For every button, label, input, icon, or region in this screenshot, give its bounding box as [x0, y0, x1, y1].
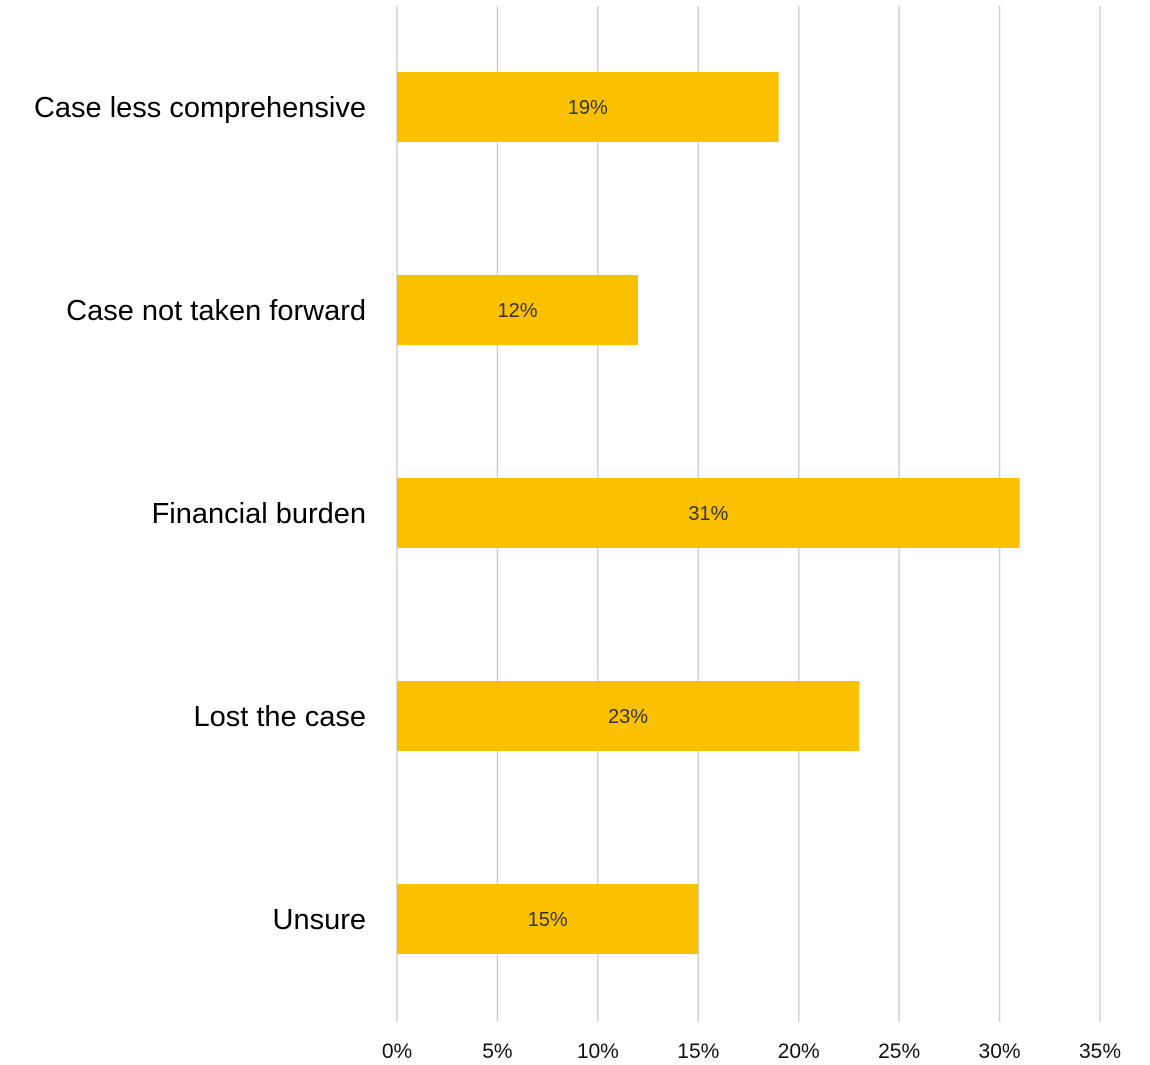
x-tick-label: 30%: [979, 1040, 1021, 1060]
bar: [397, 681, 859, 751]
x-tick-label: 5%: [482, 1040, 512, 1060]
x-tick-label: 10%: [577, 1040, 619, 1060]
bar-value-label: 31%: [688, 503, 728, 525]
bar-value-label: 23%: [608, 706, 648, 728]
bar: [397, 275, 639, 345]
category-labels: Case less comprehensive Case not taken fo…: [34, 92, 366, 936]
category-label: Case not taken forward: [66, 295, 366, 327]
bar-value-label: 12%: [497, 300, 537, 322]
bar: [397, 478, 1020, 548]
bar-value-label: 15%: [528, 909, 568, 931]
bars: [397, 72, 1020, 954]
category-label: Financial burden: [152, 498, 366, 530]
x-tick-label: 0%: [382, 1040, 412, 1060]
category-label: Unsure: [273, 904, 367, 936]
data-labels: 19% 12% 31% 23% 15%: [497, 97, 728, 931]
bar-value-label: 19%: [568, 97, 608, 119]
x-tick-label: 15%: [677, 1040, 719, 1060]
x-tick-label: 25%: [878, 1040, 920, 1060]
category-label: Case less comprehensive: [34, 92, 366, 124]
bar: [397, 884, 699, 954]
category-label: Lost the case: [194, 701, 367, 733]
x-axis-tick-labels: 0% 5% 10% 15% 20% 25% 30% 35%: [382, 1040, 1121, 1063]
x-tick-label: 35%: [1079, 1040, 1121, 1060]
x-tick-label: 20%: [778, 1040, 820, 1060]
bar: [397, 72, 779, 142]
